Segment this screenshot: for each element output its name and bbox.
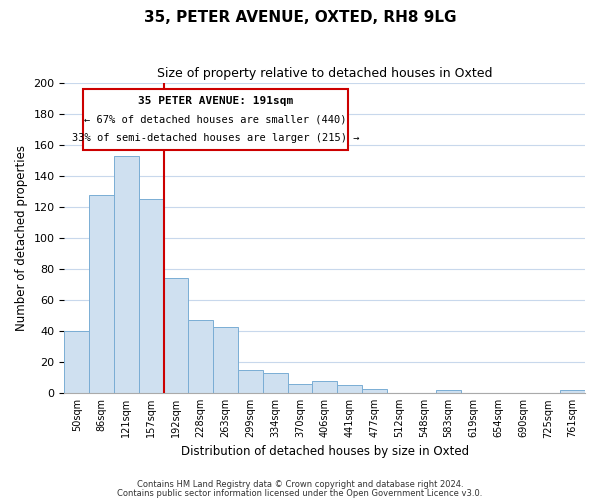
X-axis label: Distribution of detached houses by size in Oxted: Distribution of detached houses by size … (181, 444, 469, 458)
Bar (337, 386, 362, 393)
Bar (64, 331, 89, 393)
Bar (238, 370, 263, 393)
Bar (560, 390, 585, 393)
Bar (313, 381, 337, 393)
Bar (362, 388, 386, 393)
Bar (263, 373, 287, 393)
FancyBboxPatch shape (83, 90, 348, 150)
Bar (114, 156, 139, 393)
Y-axis label: Number of detached properties: Number of detached properties (15, 145, 28, 331)
Text: 35 PETER AVENUE: 191sqm: 35 PETER AVENUE: 191sqm (138, 96, 293, 106)
Text: Contains HM Land Registry data © Crown copyright and database right 2024.: Contains HM Land Registry data © Crown c… (137, 480, 463, 489)
Bar (188, 320, 213, 393)
Bar (164, 278, 188, 393)
Bar (89, 194, 114, 393)
Text: 35, PETER AVENUE, OXTED, RH8 9LG: 35, PETER AVENUE, OXTED, RH8 9LG (144, 10, 456, 25)
Bar (287, 384, 313, 393)
Text: Contains public sector information licensed under the Open Government Licence v3: Contains public sector information licen… (118, 490, 482, 498)
Bar (436, 390, 461, 393)
Bar (139, 200, 164, 393)
Text: 33% of semi-detached houses are larger (215) →: 33% of semi-detached houses are larger (… (71, 133, 359, 143)
Text: ← 67% of detached houses are smaller (440): ← 67% of detached houses are smaller (44… (84, 114, 347, 124)
Title: Size of property relative to detached houses in Oxted: Size of property relative to detached ho… (157, 68, 493, 80)
Bar (213, 326, 238, 393)
